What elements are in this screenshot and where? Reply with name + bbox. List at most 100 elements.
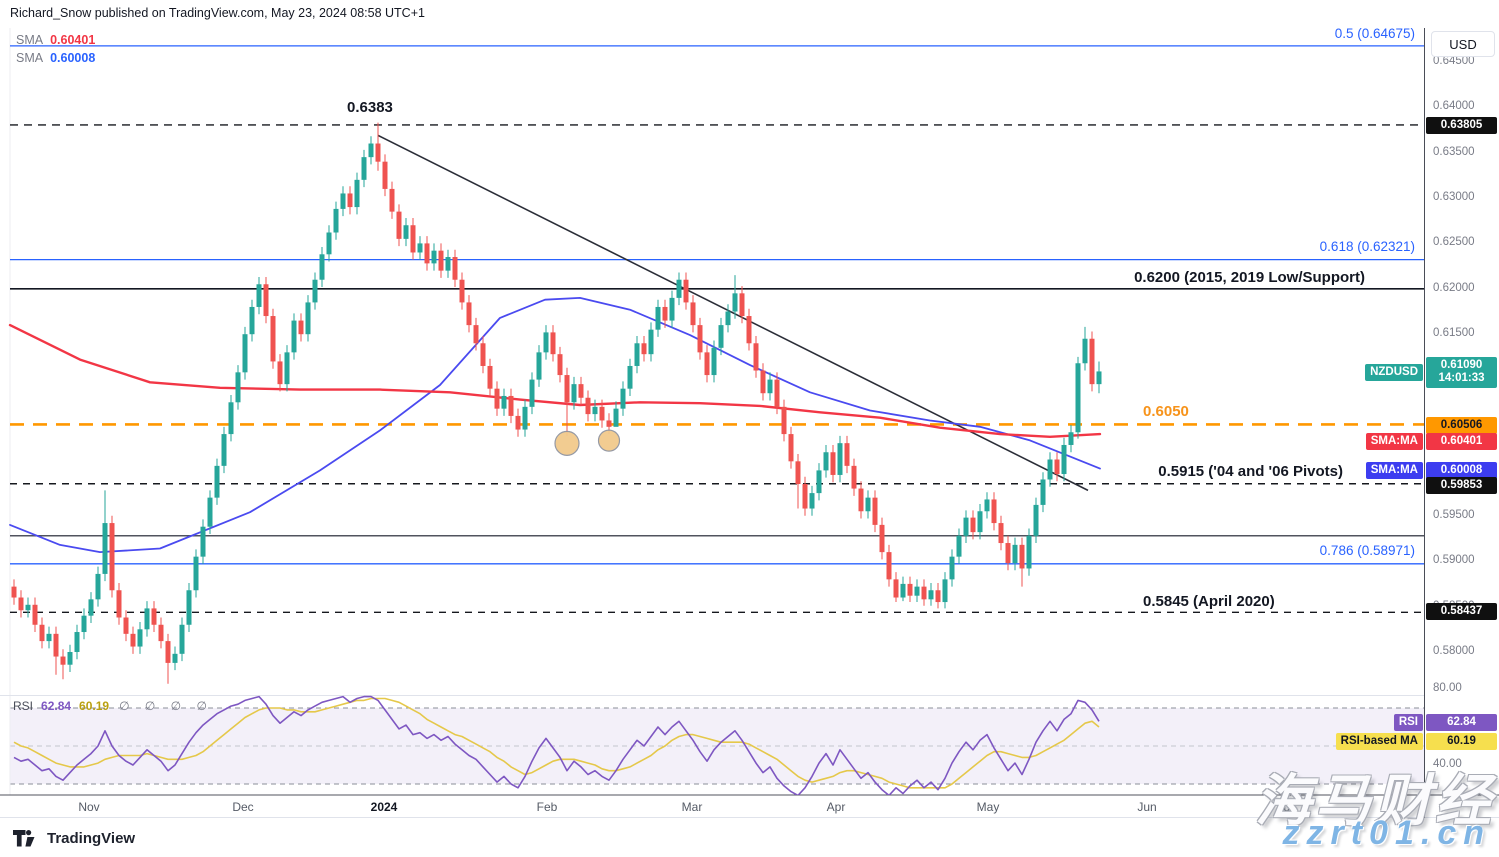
price-tick-0.63500: 0.63500 [1433,145,1475,158]
candle-body [277,361,283,385]
candle-body [1019,544,1025,569]
candle-body [746,316,752,344]
candle-body [641,343,647,355]
candle-body [1075,363,1081,433]
axis-badge-0.60401: 0.60401 [1426,432,1497,450]
candle-body [578,384,584,398]
candle-body [242,334,248,373]
candle-body [683,279,689,303]
candle-body [865,497,871,512]
candle-body [879,524,885,553]
axis-chip-RSI-based MA: RSI-based MA [1335,732,1423,750]
legend-sma-slow: SMA 0.60008 [16,51,95,65]
candle-body [207,497,213,527]
candle-body [487,365,493,389]
candle-body [382,161,388,189]
candle-body [312,279,318,303]
candle-body [550,332,556,355]
time-label-Apr: Apr [826,800,846,814]
candle-body [543,332,549,353]
level-label-piv-5915: 0.5915 ('04 and '06 Pivots) [1158,463,1343,480]
candle-body [221,434,227,466]
candle-body [109,523,115,591]
candle-body [529,379,535,407]
legend-sma-fast: SMA 0.60401 [16,33,95,47]
candle-body [81,615,87,633]
candle-body [354,179,360,208]
candle-body [424,243,430,264]
candle-body [228,402,234,435]
candle-body [1082,338,1088,364]
candle-body [1040,479,1046,505]
candle-body [459,279,465,303]
candle-body [410,225,416,253]
candle-body [319,254,325,280]
candle-body [368,143,374,158]
candle-body [753,343,759,371]
candle-body [928,590,934,600]
badge-value: 0.60401 [1440,435,1483,447]
time-label-Feb: Feb [536,800,558,814]
candle-body [872,497,878,525]
tradingview-attribution[interactable]: TradingView [13,830,135,847]
rsi-indicator-legend: RSI 62.84 60.19 ∅ ∅ ∅ ∅ [13,699,213,713]
candle-body [1096,371,1102,385]
candle-body [431,250,437,264]
tradingview-logo-icon [13,830,35,847]
candle-body [361,157,367,180]
price-tick-0.63000: 0.63000 [1433,191,1475,203]
candle-body [718,325,724,348]
candle-body [1054,459,1060,475]
candle-body [767,379,773,394]
candle-body [1033,504,1039,536]
rsi-ma-line [13,697,1100,789]
rsi-ma-value: 60.19 [79,699,110,713]
price-tick-0.59000: 0.59000 [1433,554,1475,567]
candle-body [46,633,52,642]
axis-chip-SMA:MA: SMA:MA [1365,432,1423,450]
candle-body [781,406,787,435]
candle-body [1005,543,1011,564]
axis-chip-SMA:MA: SMA:MA [1365,461,1423,479]
rsi-line [13,695,1100,795]
candle-body [648,329,654,355]
candle-body [60,656,66,665]
tradingview-brand-text: TradingView [47,830,136,847]
time-label-May: May [976,800,1000,814]
axis-badge-0.60008: 0.60008 [1426,461,1497,479]
candle-body [739,293,745,317]
candle-body [732,293,738,312]
candle-body [256,284,262,307]
candle-body [116,590,122,618]
price-axis[interactable] [1425,28,1499,795]
candle-body [564,375,570,403]
candle-body [935,590,941,603]
candle-body [907,583,913,596]
candle-body [32,604,38,625]
badge-value: 0.61090 [1440,359,1483,371]
candle-body [452,257,458,280]
currency-unit-button[interactable]: USD [1431,31,1495,57]
level-label-piv-6050: 0.6050 [1143,403,1189,420]
axis-badge-0.61090: 0.61090 14:01:33 [1426,356,1497,388]
candle-body [977,511,983,533]
watermark-url: zzrt01.cn [1282,814,1491,852]
candle-body [200,526,206,557]
candle-body [144,608,150,630]
candle-body [837,443,843,475]
highlight-circle-2 [597,429,621,452]
axis-chip-RSI: RSI [1393,713,1423,731]
candle-body [816,470,822,494]
price-tick-0.62000: 0.62000 [1433,281,1475,294]
sma-slow-value: 0.60008 [50,51,96,65]
candle-body [634,343,640,366]
price-tick-0.64500: 0.64500 [1433,54,1475,67]
price-tick-0.59500: 0.59500 [1433,508,1475,521]
badge-value: 0.59853 [1440,479,1483,491]
candle-body [592,406,598,415]
candle-body [333,208,339,233]
candle-body [585,397,591,415]
badge-time: 14:01:33 [1438,372,1485,384]
candle-body [67,652,73,665]
